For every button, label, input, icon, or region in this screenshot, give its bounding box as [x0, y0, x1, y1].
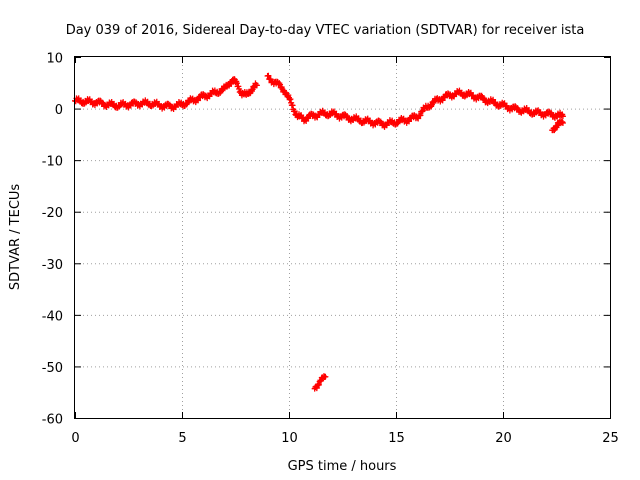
data-point: [228, 80, 235, 87]
y-tick-label: -10: [42, 155, 63, 170]
data-point: [559, 113, 566, 120]
x-axis-label: GPS time / hours: [288, 459, 397, 474]
chart-title: Day 039 of 2016, Sidereal Day-to-day VTE…: [66, 23, 585, 38]
y-tick-label: -30: [42, 258, 63, 273]
data-point: [233, 80, 240, 87]
y-tick-label: -60: [42, 413, 63, 428]
axis-ticks: 0 5 10 15 20 25 10 0 -10 -20 -30 -40 -50 -60: [42, 52, 619, 447]
y-axis-label: SDTVAR / TECUs: [8, 184, 23, 291]
x-tick-label: 20: [495, 431, 512, 446]
x-tick-label: 5: [178, 431, 186, 446]
data-point: [289, 102, 296, 109]
y-tick-label: -40: [42, 309, 63, 324]
data-point: [253, 82, 260, 89]
data-point: [287, 96, 294, 103]
data-point: [322, 373, 329, 380]
x-tick-label: 10: [281, 431, 298, 446]
data-point: [417, 112, 424, 119]
y-tick-label: -20: [42, 206, 63, 221]
data-point: [559, 120, 566, 127]
data-point: [315, 381, 322, 388]
x-tick-label: 25: [602, 431, 619, 446]
grid: [75, 57, 610, 418]
y-tick-label: -50: [42, 361, 63, 376]
data-point: [291, 108, 298, 115]
data-point: [418, 108, 425, 115]
plot-frame: [74, 56, 611, 419]
x-tick-label: 15: [388, 431, 405, 446]
data-points: [72, 72, 566, 392]
data-point: [559, 118, 566, 125]
x-tick-label: 0: [71, 431, 79, 446]
y-tick-label: 0: [55, 103, 63, 118]
data-point: [265, 72, 272, 79]
y-tick-label: 10: [46, 52, 63, 67]
